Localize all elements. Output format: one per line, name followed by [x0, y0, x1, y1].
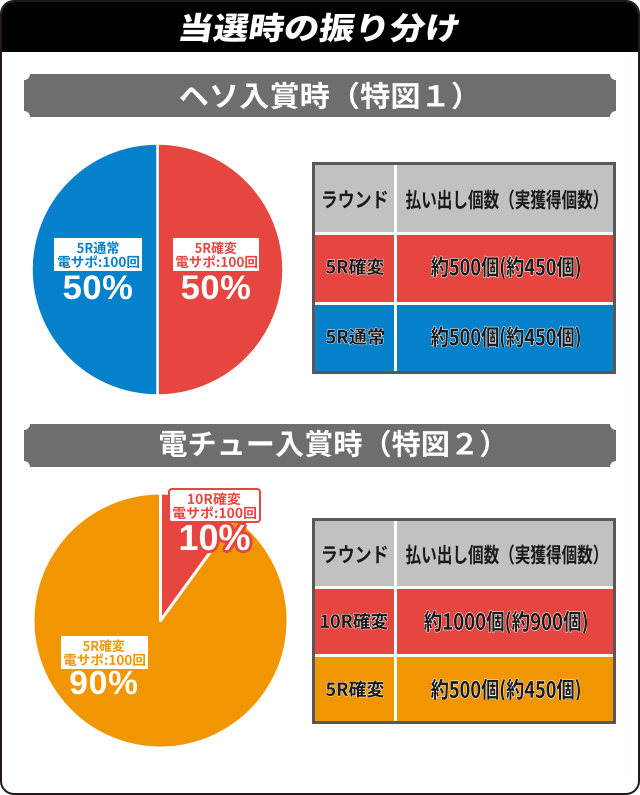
pie1-pct-5r-tsujo: 50% — [62, 269, 134, 307]
table1-row1-payout — [397, 235, 613, 302]
pie2-label-5r-kakuhen-sub — [63, 653, 145, 667]
main-title — [180, 12, 461, 43]
pie1-label-5r-tsujo-box — [54, 238, 142, 271]
payout-table-dentyu — [312, 518, 616, 724]
pie1-label-5r-tsujo-name — [77, 240, 119, 254]
table2-row2-payout — [397, 656, 613, 721]
section-header-heso — [24, 74, 616, 117]
main-title-bar — [2, 2, 638, 52]
pie2-label-10r-kakuhen: 10% — [168, 488, 262, 556]
section-header-dentyu — [24, 424, 616, 467]
table1-header-round — [315, 165, 394, 232]
main-title-text — [180, 12, 460, 42]
table1-row2-payout — [397, 304, 613, 371]
table1-row1-round — [315, 235, 394, 302]
section-header-dentyu-text — [159, 429, 489, 458]
pie1-label-5r-tsujo-sub — [57, 255, 139, 269]
table1-row1-payout-text — [430, 255, 580, 278]
pie2-label-5r-kakuhen-name — [83, 638, 125, 652]
pie1-label-5r-kakuhen-sub — [175, 255, 257, 269]
table2-header-round-text — [322, 545, 387, 564]
table2-header-round — [315, 521, 394, 586]
table1-header-round-text — [322, 190, 387, 209]
section-header-heso-text — [179, 81, 461, 110]
table2-row1-round — [315, 589, 394, 654]
pie2-label-10r-kakuhen-box — [168, 488, 261, 523]
table2-row2-round-text — [325, 679, 384, 698]
pie2-label-10r-kakuhen-sub — [173, 505, 256, 519]
pie1-label-5r-kakuhen-name — [195, 240, 237, 254]
table2-row1-payout-text — [423, 610, 587, 633]
table1-row2-payout-text — [430, 325, 580, 348]
pie1-pct-5r-kakuhen: 50% — [180, 269, 252, 307]
table1-header-payout — [397, 165, 613, 232]
table1-row2-round-text — [325, 327, 384, 346]
payout-table-heso — [312, 162, 616, 374]
pie1-label-5r-kakuhen: 50% — [172, 238, 260, 306]
section-header-heso-bg — [24, 74, 616, 117]
pie2-label-5r-kakuhen: 90% — [60, 636, 148, 700]
table1-row2-round — [315, 304, 394, 371]
table2-row2-round — [315, 656, 394, 721]
pie2-label-10r-kakuhen-name — [188, 492, 241, 506]
table2-row1-payout — [397, 589, 613, 654]
pie2-pct-5r-kakuhen: 90% — [69, 664, 139, 702]
table1-header-payout-text — [406, 189, 598, 210]
pie1-label-5r-tsujo: 50% — [54, 238, 142, 306]
table2-header-payout-text — [406, 544, 598, 565]
pie1-label-5r-kakuhen-box — [173, 238, 259, 271]
table2-row2-payout-text — [430, 677, 580, 700]
pie2-pct-10r-kakuhen: 10% — [178, 516, 251, 558]
pie2-label-5r-kakuhen-box — [60, 636, 148, 669]
table1-row1-round-text — [325, 257, 384, 276]
table2-row1-round-text — [321, 612, 388, 631]
table2-header-payout — [397, 521, 613, 586]
